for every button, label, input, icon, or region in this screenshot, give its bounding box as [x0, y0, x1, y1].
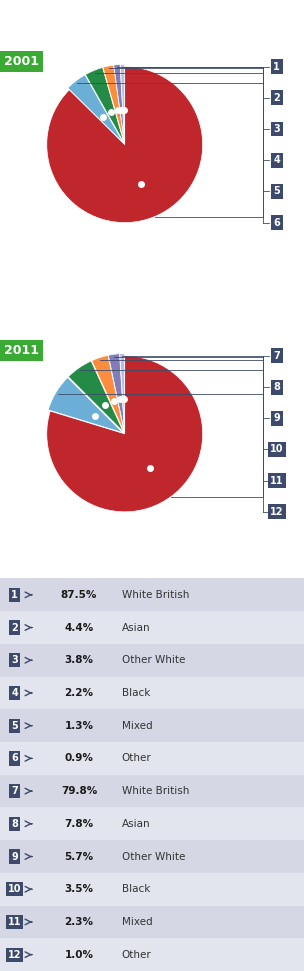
- Text: 10: 10: [270, 445, 283, 454]
- Text: 2001: 2001: [4, 55, 39, 68]
- Text: 8: 8: [11, 819, 18, 829]
- Text: 5: 5: [11, 720, 18, 730]
- Wedge shape: [48, 378, 123, 433]
- Text: 79.8%: 79.8%: [61, 787, 97, 796]
- Text: 2.2%: 2.2%: [64, 688, 94, 698]
- Wedge shape: [120, 353, 125, 431]
- Wedge shape: [68, 75, 123, 143]
- Text: 4.4%: 4.4%: [64, 622, 94, 632]
- Text: 6: 6: [273, 218, 280, 227]
- Text: 11: 11: [270, 476, 283, 486]
- Text: 2.3%: 2.3%: [64, 917, 94, 927]
- Text: 9: 9: [11, 852, 18, 861]
- Text: Mixed: Mixed: [122, 720, 152, 730]
- Text: 6: 6: [11, 753, 18, 763]
- Text: 3.8%: 3.8%: [64, 655, 94, 665]
- Text: 4: 4: [11, 688, 18, 698]
- Bar: [0, 677, 304, 709]
- Text: 12: 12: [8, 950, 21, 959]
- Text: 8: 8: [273, 382, 280, 392]
- Bar: [0, 579, 304, 611]
- Wedge shape: [114, 64, 125, 143]
- Bar: [0, 742, 304, 775]
- Text: Other White: Other White: [122, 852, 185, 861]
- Text: 10: 10: [8, 885, 21, 894]
- Wedge shape: [92, 355, 124, 432]
- Text: 1.0%: 1.0%: [64, 950, 94, 959]
- Bar: [0, 808, 304, 840]
- Text: 0.9%: 0.9%: [65, 753, 93, 763]
- Bar: [0, 873, 304, 906]
- Text: 5: 5: [273, 186, 280, 196]
- Bar: [0, 644, 304, 677]
- Text: Mixed: Mixed: [122, 917, 152, 927]
- Text: Asian: Asian: [122, 819, 150, 829]
- Text: Asian: Asian: [122, 622, 150, 632]
- Text: 7.8%: 7.8%: [64, 819, 94, 829]
- Text: 7: 7: [273, 351, 280, 361]
- Wedge shape: [68, 361, 123, 432]
- Bar: [0, 840, 304, 873]
- Text: 1: 1: [273, 62, 280, 72]
- Text: 5.7%: 5.7%: [64, 852, 94, 861]
- Text: 3: 3: [11, 655, 18, 665]
- Text: White British: White British: [122, 589, 189, 600]
- Text: Other: Other: [122, 950, 151, 959]
- Text: 1: 1: [11, 589, 18, 600]
- Text: 11: 11: [8, 917, 21, 927]
- Wedge shape: [108, 353, 124, 431]
- Text: 2: 2: [273, 93, 280, 103]
- Bar: [0, 906, 304, 938]
- Text: 7: 7: [11, 787, 18, 796]
- Bar: [0, 611, 304, 644]
- Text: 3.5%: 3.5%: [64, 885, 94, 894]
- Wedge shape: [47, 356, 203, 512]
- Text: 87.5%: 87.5%: [61, 589, 97, 600]
- Wedge shape: [47, 67, 203, 222]
- Text: 12: 12: [270, 507, 283, 517]
- Bar: [0, 775, 304, 808]
- Text: Black: Black: [122, 885, 150, 894]
- Wedge shape: [85, 67, 124, 143]
- Text: 2: 2: [11, 622, 18, 632]
- Bar: [0, 938, 304, 971]
- Text: 9: 9: [273, 414, 280, 423]
- Text: 3: 3: [273, 124, 280, 134]
- Text: Black: Black: [122, 688, 150, 698]
- Text: 2011: 2011: [4, 344, 39, 357]
- Text: 1.3%: 1.3%: [64, 720, 94, 730]
- Text: Other: Other: [122, 753, 151, 763]
- Bar: [0, 709, 304, 742]
- Text: 4: 4: [273, 155, 280, 165]
- Wedge shape: [120, 64, 125, 143]
- Wedge shape: [103, 65, 124, 143]
- Text: White British: White British: [122, 787, 189, 796]
- Text: Other White: Other White: [122, 655, 185, 665]
